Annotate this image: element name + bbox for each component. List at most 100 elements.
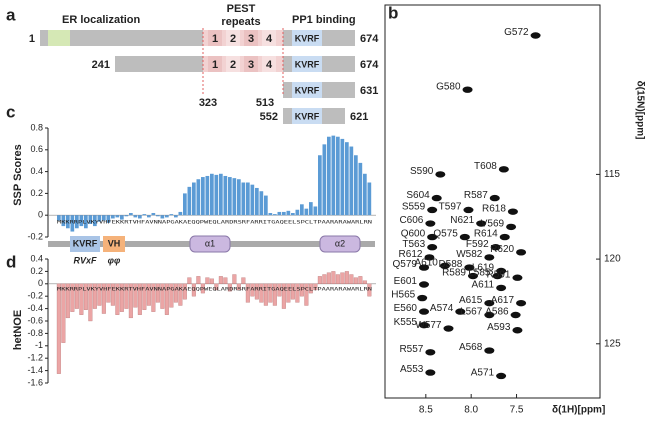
peak — [427, 244, 438, 251]
peak — [489, 194, 500, 202]
repeat-label: 3 — [248, 59, 254, 71]
peak — [419, 264, 430, 271]
y-tick-label: 0 — [38, 278, 43, 288]
motif-label: KVRF — [73, 238, 98, 248]
bar — [56, 283, 61, 374]
peak — [439, 262, 450, 270]
bar — [66, 215, 70, 229]
peak — [512, 274, 523, 281]
bar — [88, 283, 93, 322]
frame — [384, 4, 601, 399]
peak — [419, 308, 430, 315]
repeat-box — [244, 56, 258, 72]
x-tick-label: 8.5 — [419, 405, 433, 416]
bar — [124, 215, 129, 217]
bar — [286, 283, 291, 303]
repeat-label: 4 — [266, 33, 273, 45]
bar — [160, 215, 165, 219]
bar — [142, 283, 147, 310]
x-tick-label: 7.5 — [510, 405, 524, 416]
bar — [232, 178, 237, 216]
x-axis-label: δ(1H)[ppm] — [552, 405, 605, 416]
start-label: 513 — [256, 97, 274, 109]
peak — [499, 233, 510, 241]
panel-label: b — [388, 3, 398, 22]
bar — [263, 283, 268, 306]
bar — [138, 215, 142, 219]
bar — [92, 283, 97, 309]
motif-box — [292, 56, 322, 72]
sequence: MKKRRPLVKYVHFEKKRTVHFAVNNAPGAKAEQQPWEQLA… — [57, 220, 372, 226]
repeat-box — [226, 30, 240, 46]
bar — [358, 162, 363, 216]
bar — [349, 146, 354, 216]
peak-label: L585 — [468, 268, 491, 279]
y-tick-label: 120 — [604, 254, 621, 265]
motif-label: KVRF — [295, 33, 320, 43]
bar — [196, 179, 201, 216]
repeat-label: 4 — [266, 59, 273, 71]
bar — [133, 283, 138, 308]
bar — [291, 213, 295, 216]
peak-label: R587 — [464, 190, 488, 201]
bar — [57, 215, 61, 221]
panel-label: d — [6, 252, 16, 271]
bar — [70, 283, 75, 312]
start-label: 241 — [92, 59, 110, 71]
peak-label: Q600 — [401, 229, 426, 240]
peak — [506, 223, 517, 231]
peak — [530, 32, 541, 39]
peak-label: A617 — [491, 295, 515, 306]
peak — [492, 272, 503, 280]
bar — [295, 209, 300, 216]
motif-label: KVRF — [295, 111, 320, 121]
bar — [232, 274, 237, 284]
bar — [115, 215, 120, 218]
peak — [476, 220, 487, 227]
peak-label: F592 — [466, 239, 489, 250]
peak — [462, 86, 473, 93]
bar — [187, 277, 192, 284]
bar — [245, 283, 250, 303]
bar — [97, 215, 102, 222]
peak — [496, 372, 507, 380]
peak-label: A593 — [487, 322, 511, 333]
y-tick-label: -0.8 — [27, 328, 43, 338]
bar — [173, 283, 178, 303]
peak — [496, 284, 507, 292]
peak-label: G580 — [436, 81, 461, 92]
end-label: 674 — [360, 59, 379, 71]
peak-label: A615 — [459, 295, 483, 306]
bar — [300, 204, 304, 216]
bar — [367, 182, 372, 216]
peak — [484, 299, 495, 307]
bar — [327, 136, 331, 216]
bar — [165, 215, 169, 218]
bar — [110, 283, 115, 306]
peak-label: R589 — [442, 268, 466, 279]
peak — [424, 254, 435, 261]
peak-label: A571 — [471, 368, 495, 379]
helix-label: α2 — [335, 238, 345, 248]
repeat-label: 2 — [230, 59, 236, 71]
bar — [259, 283, 264, 303]
bar — [344, 271, 349, 284]
bar — [115, 283, 120, 315]
y-axis-label: hetNOE — [12, 310, 24, 350]
bar — [101, 283, 106, 314]
bar — [299, 283, 304, 297]
bar — [345, 142, 349, 216]
peak — [419, 321, 430, 329]
y-tick-label: 0.2 — [30, 266, 43, 276]
start-label: 552 — [260, 111, 278, 123]
peak-label: A553 — [400, 364, 424, 375]
bar — [264, 195, 268, 216]
end-label: 631 — [360, 85, 378, 97]
peak — [427, 206, 438, 214]
bar — [205, 175, 210, 216]
bar — [223, 277, 228, 284]
bar — [336, 136, 340, 216]
peak — [463, 206, 474, 214]
er-region — [48, 30, 70, 46]
bar — [349, 274, 354, 284]
